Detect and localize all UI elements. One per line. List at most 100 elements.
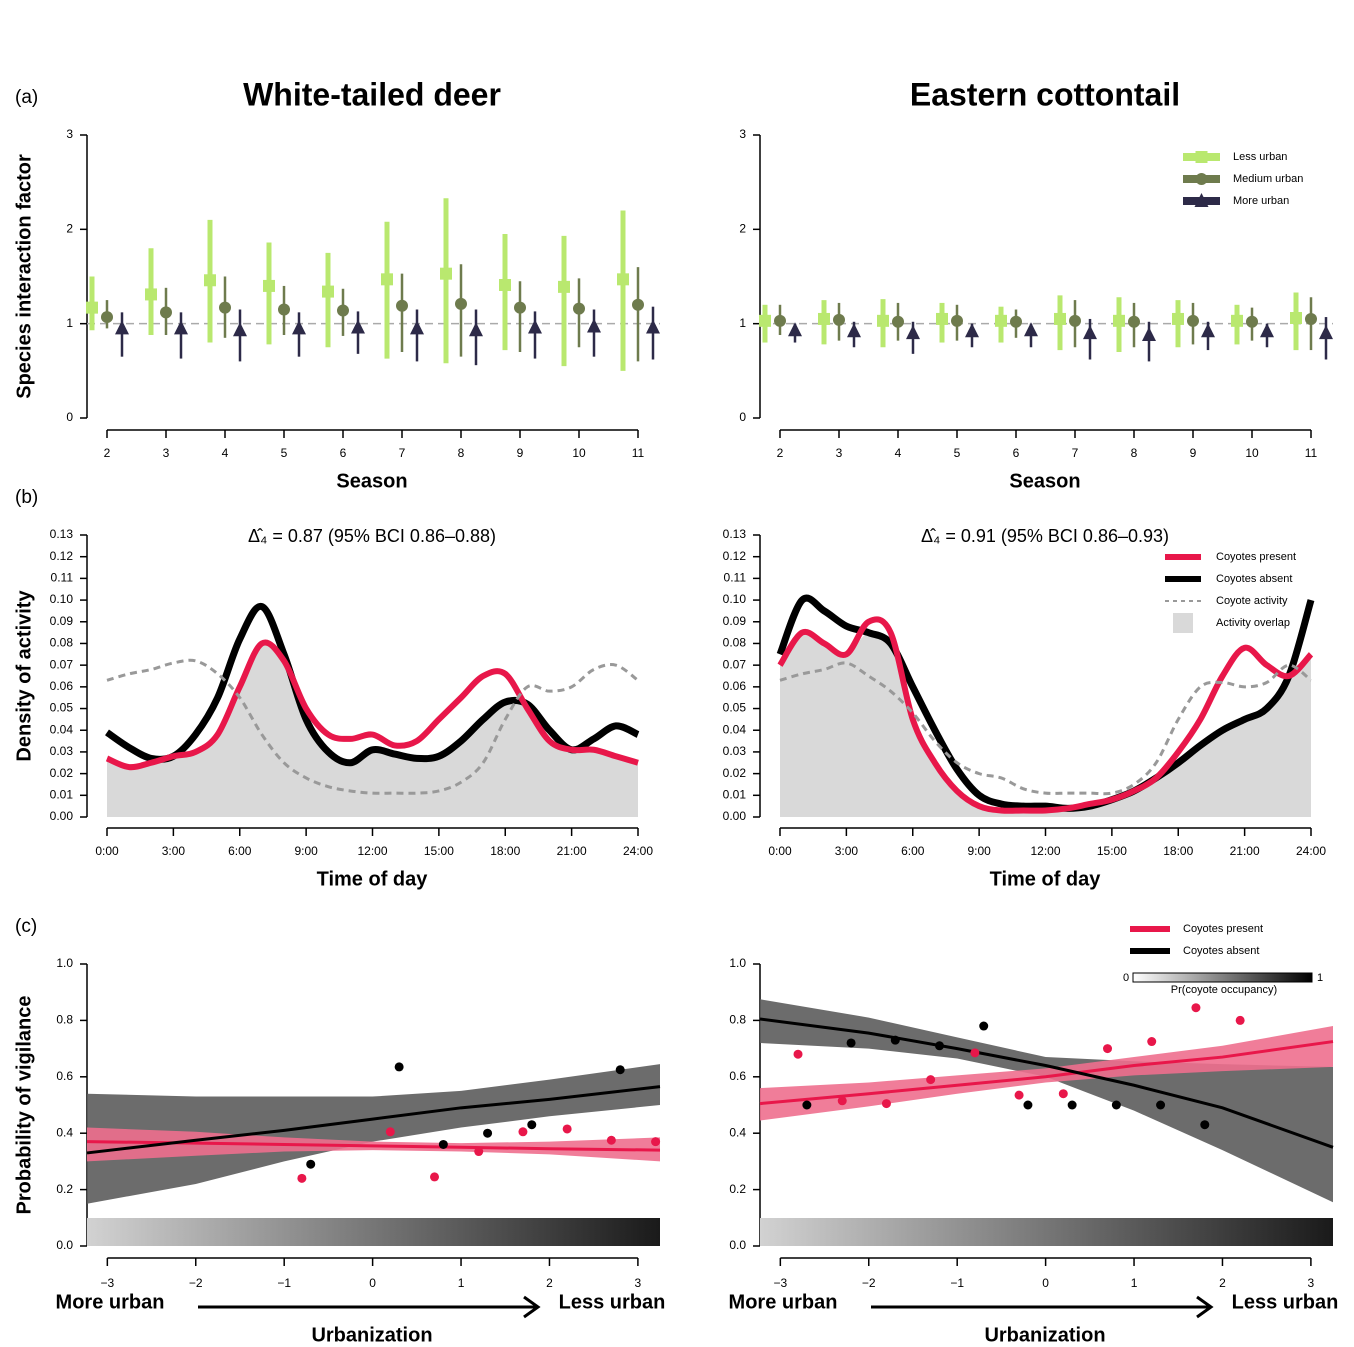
x-tick-label: 24:00 <box>1296 844 1326 858</box>
coyote-line <box>779 661 1312 796</box>
legend-label: Activity overlap <box>1216 617 1290 629</box>
point-marker <box>892 315 904 328</box>
x-tick-label: 9:00 <box>294 844 318 858</box>
x-tick-label: 21:00 <box>1230 844 1260 858</box>
point-marker <box>632 298 644 311</box>
point-marker <box>233 322 247 337</box>
point-marker <box>646 319 660 334</box>
data-point <box>1014 1090 1024 1100</box>
point-marker <box>774 314 786 327</box>
y-axis-label: Density of activity <box>13 590 35 762</box>
panel-label: (c) <box>15 916 37 937</box>
y-tick-label: 0.2 <box>56 1182 73 1196</box>
x-tick-label: 0:00 <box>95 844 119 858</box>
y-tick-label: 0.06 <box>50 679 74 693</box>
x-tick-label: 18:00 <box>490 844 520 858</box>
y-tick-label: 0.0 <box>729 1238 746 1252</box>
data-point <box>926 1075 936 1085</box>
point-marker <box>86 301 98 314</box>
data-point <box>651 1137 661 1147</box>
data-point <box>837 1096 847 1106</box>
data-point <box>890 1035 900 1045</box>
y-tick-label: 0.00 <box>723 809 747 823</box>
x-tick-label: 9 <box>517 446 524 460</box>
legend-label: More urban <box>1233 195 1289 207</box>
data-point <box>970 1048 980 1058</box>
x-tick-label: 11 <box>1305 446 1318 460</box>
point-marker <box>396 299 408 312</box>
density-line <box>104 603 640 767</box>
y-tick-label: 0.02 <box>723 766 747 780</box>
point-marker <box>617 273 629 286</box>
point-marker <box>381 273 393 286</box>
point-marker <box>204 274 216 287</box>
x-tick-label: 21:00 <box>557 844 587 858</box>
y-tick-label: 0 <box>66 410 73 424</box>
x-axis-label: Urbanization <box>311 1324 432 1346</box>
y-tick-label: 3 <box>739 127 746 141</box>
y-tick-label: 0.03 <box>50 744 74 758</box>
data-point <box>1058 1089 1068 1099</box>
point-marker <box>469 322 483 337</box>
x-tick-label: 9 <box>1190 446 1197 460</box>
y-tick-label: 0.0 <box>56 1238 73 1252</box>
data-point <box>562 1124 572 1134</box>
point-marker <box>514 301 526 314</box>
x-tick-label: 1 <box>1131 1276 1138 1290</box>
point-marker <box>936 312 948 325</box>
data-point <box>483 1128 493 1138</box>
point-marker <box>292 320 306 335</box>
data-point <box>606 1135 616 1145</box>
y-tick-label: 0.02 <box>50 766 74 780</box>
x-tick-label: 12:00 <box>357 844 387 858</box>
y-tick-label: 0.11 <box>51 571 74 585</box>
coyote-line <box>106 658 639 795</box>
chart-title: Eastern cottontail <box>910 76 1180 112</box>
point-marker <box>219 301 231 314</box>
data-point <box>474 1147 484 1157</box>
y-tick-label: 0.13 <box>50 527 74 541</box>
point-marker <box>499 278 511 291</box>
x-tick-label: 6 <box>340 446 347 460</box>
data-point <box>1023 1100 1033 1110</box>
x-tick-label: 3:00 <box>162 844 186 858</box>
legend-swatch <box>1173 613 1193 633</box>
x-tick-label: 0:00 <box>768 844 792 858</box>
x-tick-label: 15:00 <box>424 844 454 858</box>
x-tick-label: 5 <box>954 446 961 460</box>
point-marker <box>115 320 129 335</box>
colorbar <box>1132 972 1313 983</box>
x-tick-label: 8 <box>1131 446 1138 460</box>
y-tick-label: 0.03 <box>723 744 747 758</box>
y-tick-label: 1 <box>739 316 746 330</box>
x-tick-label: 6:00 <box>228 844 252 858</box>
legend-marker <box>1195 151 1208 163</box>
y-tick-label: 0.2 <box>729 1182 746 1196</box>
fit-line <box>86 1140 661 1152</box>
point-marker <box>455 297 467 310</box>
y-tick-label: 0.05 <box>723 701 747 715</box>
density-line <box>776 594 1315 812</box>
x-tick-label: −3 <box>100 1276 114 1290</box>
legend-label: Coyote activity <box>1216 595 1288 607</box>
point-marker <box>1172 312 1184 325</box>
y-tick-label: 0.08 <box>50 636 74 650</box>
arrow-head <box>523 1295 541 1319</box>
y-tick-label: 0.8 <box>729 1013 746 1027</box>
data-point <box>793 1049 803 1059</box>
y-tick-label: 0.11 <box>724 571 747 585</box>
x-tick-label: −2 <box>862 1276 876 1290</box>
data-point <box>1111 1100 1121 1110</box>
x-tick-label: 3 <box>163 446 170 460</box>
point-marker <box>1187 314 1199 327</box>
y-tick-label: 1.0 <box>56 956 73 970</box>
x-tick-label: 2 <box>104 446 111 460</box>
data-point <box>438 1139 448 1149</box>
confidence-band <box>87 1064 660 1204</box>
y-axis-label: Species interaction factor <box>13 154 35 399</box>
y-tick-label: 0.12 <box>723 549 747 563</box>
point-marker <box>263 279 275 292</box>
point-marker <box>1305 312 1317 325</box>
legend-label: Medium urban <box>1233 173 1303 185</box>
x-tick-label: 6 <box>1013 446 1020 460</box>
